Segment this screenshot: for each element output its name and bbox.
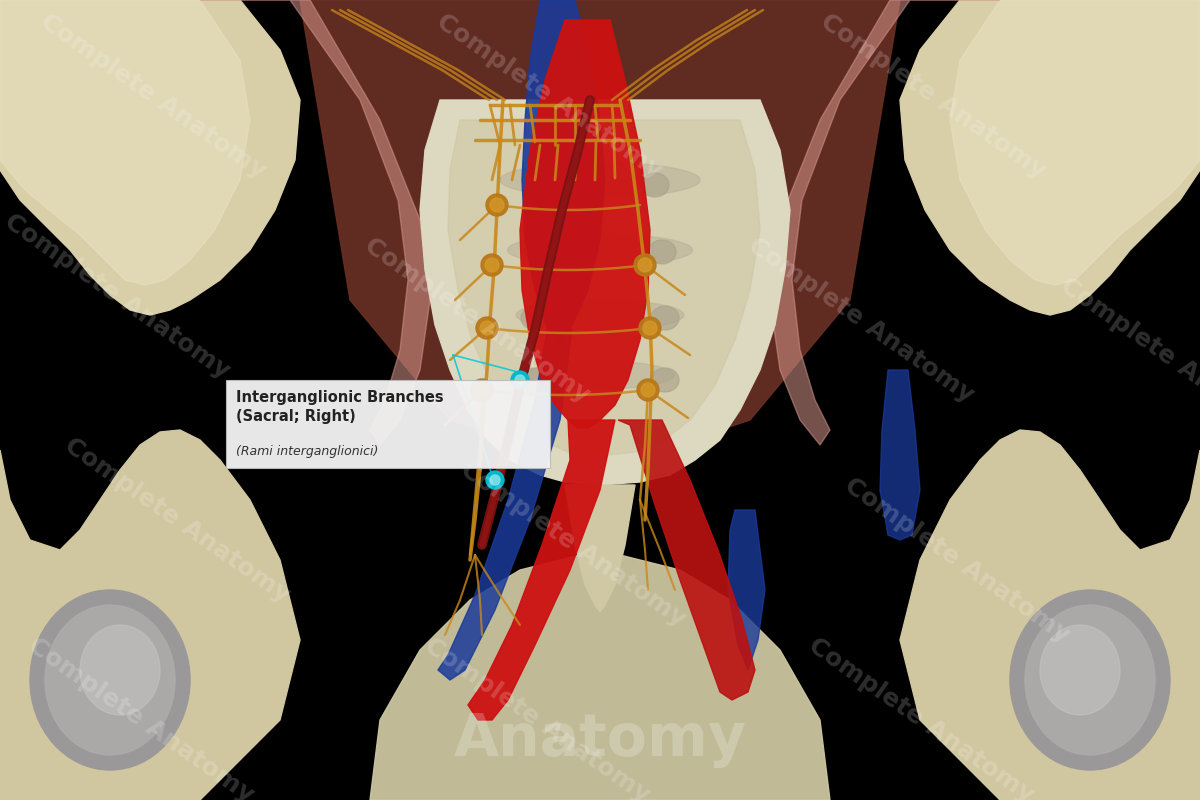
- Circle shape: [634, 254, 656, 276]
- Text: Complete Anatomy: Complete Anatomy: [36, 9, 270, 183]
- Polygon shape: [438, 330, 572, 680]
- Circle shape: [480, 321, 494, 335]
- Circle shape: [515, 375, 526, 385]
- Ellipse shape: [650, 306, 679, 330]
- Text: Complete Anatomy: Complete Anatomy: [360, 233, 594, 407]
- Circle shape: [637, 379, 659, 401]
- Circle shape: [476, 317, 498, 339]
- Polygon shape: [728, 510, 766, 670]
- Polygon shape: [770, 0, 1000, 445]
- Polygon shape: [0, 430, 300, 800]
- Polygon shape: [565, 485, 635, 612]
- Polygon shape: [448, 120, 760, 456]
- Circle shape: [511, 371, 529, 389]
- Polygon shape: [370, 552, 830, 800]
- Polygon shape: [950, 0, 1200, 285]
- Text: Complete Anatomy: Complete Anatomy: [420, 633, 654, 800]
- Ellipse shape: [500, 162, 700, 198]
- Text: Complete Anatomy: Complete Anatomy: [24, 633, 258, 800]
- Polygon shape: [300, 0, 900, 470]
- Circle shape: [486, 471, 504, 489]
- Text: Complete Anatomy: Complete Anatomy: [0, 209, 234, 383]
- Circle shape: [481, 254, 503, 276]
- Ellipse shape: [1010, 590, 1170, 770]
- Polygon shape: [880, 370, 920, 540]
- Text: Complete Anatomy: Complete Anatomy: [1056, 273, 1200, 447]
- FancyBboxPatch shape: [226, 380, 550, 468]
- Ellipse shape: [30, 590, 190, 770]
- Ellipse shape: [508, 234, 692, 266]
- Circle shape: [486, 194, 508, 216]
- Ellipse shape: [1040, 625, 1120, 715]
- Circle shape: [490, 198, 504, 212]
- Polygon shape: [0, 0, 250, 285]
- Polygon shape: [900, 0, 1200, 315]
- Ellipse shape: [521, 368, 550, 392]
- Ellipse shape: [80, 625, 160, 715]
- Text: (Rami interganglionici): (Rami interganglionici): [235, 445, 378, 458]
- Ellipse shape: [46, 605, 175, 755]
- Circle shape: [640, 317, 661, 339]
- Circle shape: [643, 321, 658, 335]
- Circle shape: [490, 475, 500, 485]
- Ellipse shape: [1025, 605, 1154, 755]
- Text: Complete Anatomy: Complete Anatomy: [744, 233, 978, 407]
- Polygon shape: [618, 420, 755, 700]
- Polygon shape: [900, 430, 1200, 800]
- Text: Complete Anatomy: Complete Anatomy: [60, 433, 294, 607]
- Ellipse shape: [526, 361, 674, 389]
- Ellipse shape: [641, 173, 670, 197]
- Polygon shape: [200, 0, 430, 445]
- Ellipse shape: [648, 240, 676, 264]
- Circle shape: [641, 383, 655, 397]
- Polygon shape: [522, 0, 605, 340]
- Ellipse shape: [524, 240, 552, 264]
- Text: Complete Anatomy: Complete Anatomy: [816, 9, 1050, 183]
- Ellipse shape: [530, 173, 559, 197]
- Polygon shape: [420, 100, 790, 485]
- Text: Interganglionic Branches
(Sacral; Right): Interganglionic Branches (Sacral; Right): [235, 390, 443, 424]
- Ellipse shape: [521, 306, 550, 330]
- Text: Complete Anatomy: Complete Anatomy: [840, 473, 1074, 647]
- Text: Complete Anatomy: Complete Anatomy: [804, 633, 1038, 800]
- Ellipse shape: [650, 368, 679, 392]
- Circle shape: [470, 379, 493, 401]
- Text: Complete Anatomy: Complete Anatomy: [456, 457, 690, 631]
- Text: Anatomy: Anatomy: [454, 711, 746, 769]
- Polygon shape: [468, 420, 616, 720]
- Circle shape: [475, 383, 490, 397]
- Ellipse shape: [516, 300, 684, 330]
- Circle shape: [638, 258, 652, 272]
- Circle shape: [485, 258, 499, 272]
- Polygon shape: [0, 0, 300, 315]
- Text: Complete Anatomy: Complete Anatomy: [432, 9, 666, 183]
- Polygon shape: [520, 20, 650, 428]
